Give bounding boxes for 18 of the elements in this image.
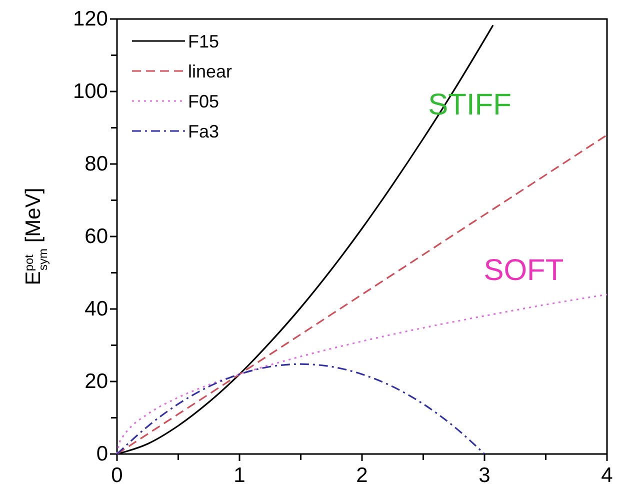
y-tick-label: 60 [84, 225, 108, 248]
y-tick-label: 120 [72, 8, 108, 31]
x-tick-label: 4 [601, 464, 614, 487]
y-tick-label: 20 [84, 370, 108, 394]
y-tick-label: 40 [84, 298, 108, 321]
legend-label: F05 [188, 91, 220, 112]
x-tick-label: 1 [234, 464, 246, 487]
legend-label: F15 [188, 31, 220, 52]
legend-label: linear [188, 61, 232, 82]
line-series [116, 363, 486, 455]
y-tick-label: 0 [96, 442, 108, 466]
annotation: SOFT [484, 254, 564, 287]
x-tick-label: 2 [356, 464, 368, 487]
legend-label: Fa3 [188, 121, 220, 142]
y-tick-label: 80 [84, 152, 108, 176]
y-tick-label: 100 [72, 80, 108, 104]
x-tick-label: 0 [111, 464, 123, 487]
x-tick-label: 3 [478, 464, 490, 487]
